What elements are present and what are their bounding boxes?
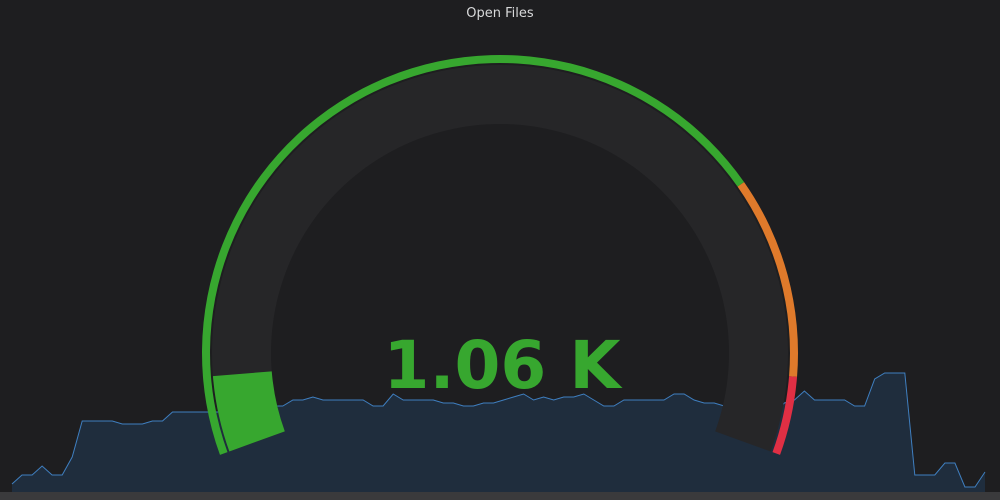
threshold-segment [737,182,798,377]
panel-bottom-border [0,492,1000,500]
gauge-track [212,64,788,452]
sparkline-line [11,372,986,488]
threshold-segment [772,376,798,455]
gauge-value: 1.06 K [384,327,624,404]
sparkline-area [12,373,985,492]
panel-title[interactable]: Open Files [466,6,534,21]
gauge-fill [212,371,285,452]
threshold-ring [202,55,798,455]
